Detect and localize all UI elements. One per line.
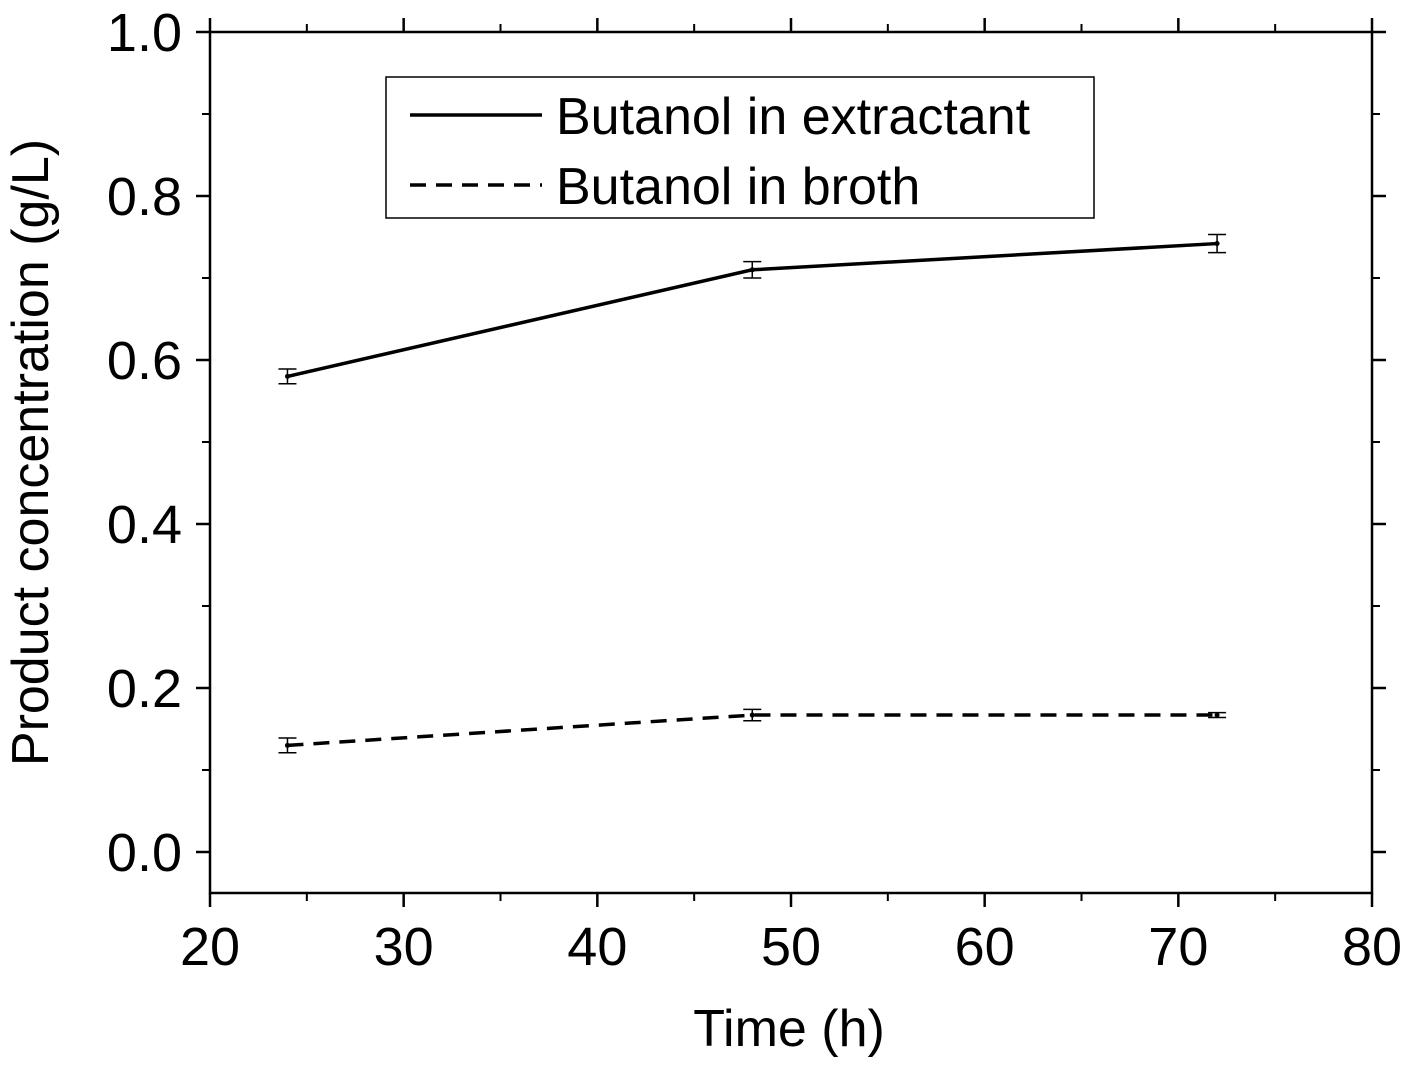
y-tick-label: 0.0 [107,823,182,883]
legend-box [385,76,1095,219]
data-point [284,373,290,379]
data-point [284,742,290,748]
x-tick-label: 60 [955,917,1015,977]
series-layer [278,233,1227,754]
x-axis-title: Time (h) [693,1000,885,1058]
legend: Butanol in extractant Butanol in broth [385,76,1095,219]
x-tick-label: 40 [567,917,627,977]
x-tick-label: 30 [374,917,434,977]
x-tick-label: 50 [761,917,821,977]
y-tick-label: 1.0 [107,3,182,63]
plot-frame [208,30,1374,895]
y-tick-label: 0.4 [107,495,182,555]
data-point [749,712,755,718]
legend-label-broth: Butanol in broth [556,158,920,216]
y-tick-label: 0.2 [107,659,182,719]
data-point [749,267,755,273]
y-tick-label: 0.8 [107,167,182,227]
y-tick-label: 0.6 [107,331,182,391]
x-tick-label: 70 [1148,917,1208,977]
x-tick-label: 20 [180,917,240,977]
y-axis-title: Product concentration (g/L) [2,139,60,766]
data-point [1214,712,1220,718]
tick-labels: 20 30 40 50 60 70 80 0.0 0.2 0.4 0.6 0.8 1.0 [107,3,1402,977]
axis-ticks [196,18,1386,907]
data-point [1214,241,1220,247]
x-tick-label: 80 [1342,917,1402,977]
legend-label-extractant: Butanol in extractant [556,88,1031,146]
